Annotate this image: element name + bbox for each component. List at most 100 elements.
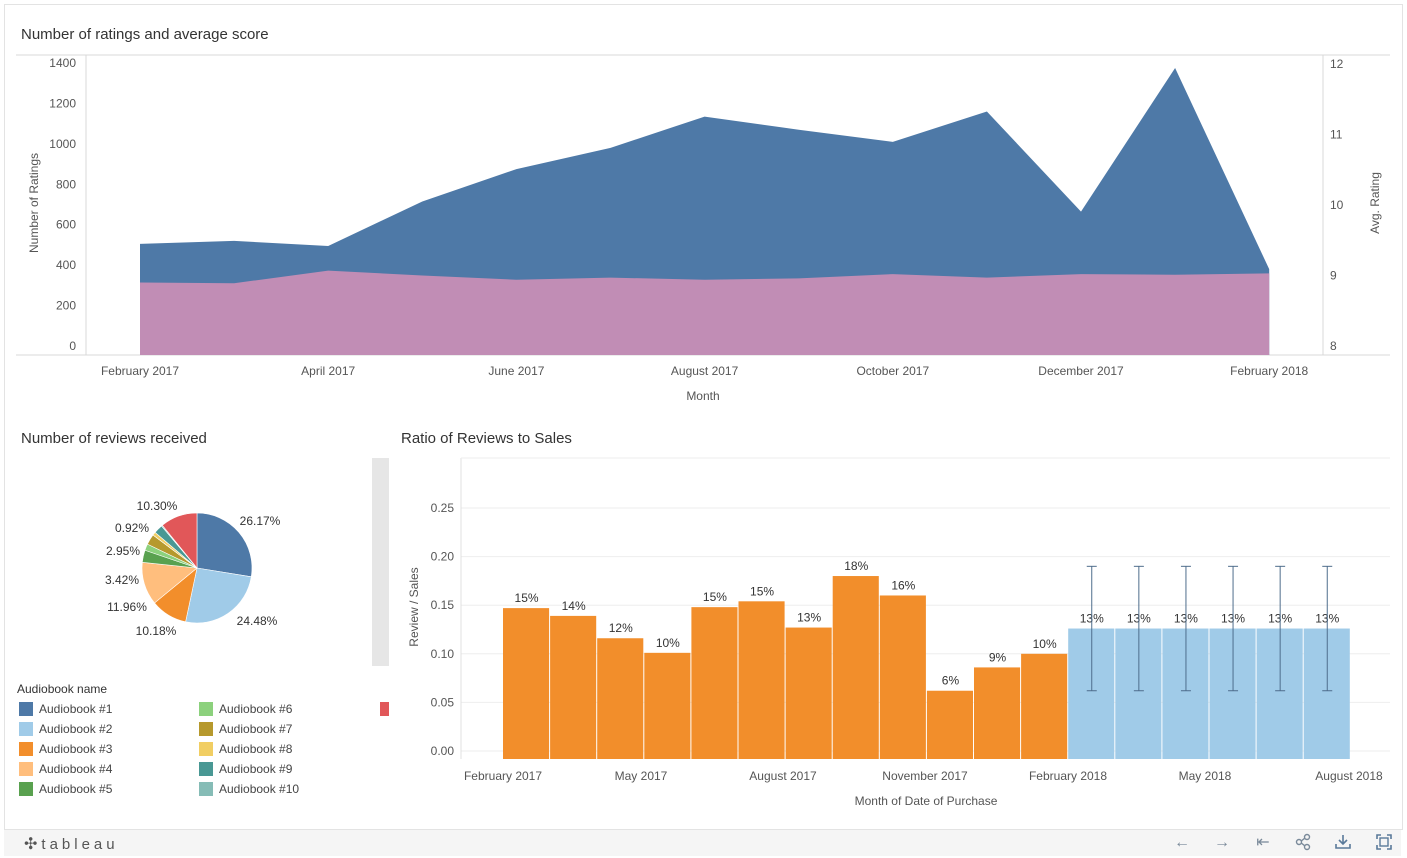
legend-swatch	[19, 782, 33, 796]
pie-slice-label: 0.92%	[115, 521, 149, 535]
pie-slice-label: 3.42%	[105, 573, 139, 587]
pie-slice-label: 10.18%	[136, 624, 177, 638]
y2-tick-label: 11	[1330, 128, 1343, 142]
share-icon[interactable]	[1293, 833, 1313, 853]
actual-bar	[1021, 653, 1068, 759]
bar-label: 14%	[562, 599, 586, 613]
x-axis-title: Month of Date of Purchase	[855, 794, 998, 808]
actual-bar	[879, 595, 926, 759]
actual-bar	[503, 608, 550, 759]
legend-item[interactable]: Audiobook #7	[199, 721, 292, 737]
x-tick-label: August 2018	[1315, 769, 1383, 783]
legend-item[interactable]: Audiobook #4	[19, 761, 112, 777]
ratio-chart-title: Ratio of Reviews to Sales	[401, 430, 572, 447]
x-tick-label: February 2017	[464, 769, 542, 783]
legend-label: Audiobook #3	[39, 742, 113, 756]
actual-bar	[785, 627, 832, 759]
footer-toolbar: ✣ tableau ← → ⇤	[4, 829, 1401, 856]
legend-swatch	[199, 742, 213, 756]
pie-slice	[196, 512, 253, 578]
legend-title: Audiobook name	[17, 682, 108, 696]
forecast-bar	[1256, 628, 1303, 759]
legend-label: Audiobook #10	[219, 782, 300, 796]
legend-item[interactable]: Audiobook #9	[199, 761, 292, 777]
legend-item[interactable]: Audiobook #8	[199, 741, 292, 757]
y2-tick-label: 12	[1330, 57, 1344, 71]
legend-item[interactable]: Audiobook #5	[19, 781, 112, 797]
pie-chart-title: Number of reviews received	[21, 430, 207, 447]
x-tick-label: February 2017	[101, 364, 179, 378]
x-tick-label: May 2017	[615, 769, 668, 783]
legend-label: Audiobook #5	[39, 782, 113, 796]
legend-label: Audiobook #7	[219, 722, 293, 736]
bar-label: 16%	[891, 578, 915, 592]
y2-tick-label: 9	[1330, 269, 1337, 283]
legend-scrollbar[interactable]	[372, 458, 389, 666]
legend-swatch	[199, 722, 213, 736]
legend-label: Audiobook #1	[39, 702, 113, 716]
pie-slice-label: 2.95%	[106, 544, 140, 558]
actual-bar	[926, 690, 973, 759]
x-tick-label: August 2017	[749, 769, 817, 783]
pie-slice	[185, 567, 252, 624]
bar-label: 9%	[989, 650, 1007, 664]
forecast-bar	[1162, 628, 1209, 759]
y-tick-label: 400	[56, 258, 76, 272]
legend-item[interactable]: Audiobook #3	[19, 741, 112, 757]
legend-item[interactable]: Audiobook #10	[199, 781, 299, 797]
legend-label: Audiobook #9	[219, 762, 293, 776]
pie-slice-label: 10.30%	[137, 499, 178, 513]
bar-label: 10%	[1033, 637, 1057, 651]
redo-icon[interactable]: →	[1214, 834, 1230, 851]
bar-label: 13%	[797, 611, 821, 625]
x-tick-label: April 2017	[301, 364, 355, 378]
legend-item[interactable]: Audiobook #6	[199, 701, 292, 717]
y2-tick-label: 10	[1330, 198, 1344, 212]
legend-swatch	[199, 702, 213, 716]
x-tick-label: June 2017	[488, 364, 544, 378]
legend-scroll-marker[interactable]	[380, 702, 389, 716]
legend-swatch	[19, 742, 33, 756]
ratings-area-chart[interactable]: 0 200 400 600 800 1000 1200 1400 8 9 10 11 12 Februar…	[0, 0, 1407, 420]
legend-swatch	[19, 762, 33, 776]
bar-label: 10%	[656, 636, 680, 650]
reviews-pie-chart[interactable]: 26.17% 24.48% 10.18% 11.96% 3.42% 2.95% 0.92% 1…	[0, 460, 370, 680]
actual-bar	[974, 667, 1021, 759]
y-tick-label: 1000	[49, 137, 76, 151]
actual-bar	[644, 652, 691, 759]
tableau-logo-text: tableau	[41, 835, 119, 853]
legend-label: Audiobook #8	[219, 742, 293, 756]
tableau-logo-icon: ✣	[24, 836, 38, 853]
revert-icon[interactable]: ⇤	[1256, 834, 1270, 851]
bar-label: 12%	[609, 621, 633, 635]
undo-icon[interactable]: ←	[1174, 834, 1190, 851]
legend-label: Audiobook #2	[39, 722, 113, 736]
y-tick-label: 0.15	[431, 598, 455, 612]
pie-slice-label: 24.48%	[237, 614, 278, 628]
x-tick-label: October 2017	[856, 364, 929, 378]
y-tick-label: 1200	[49, 96, 76, 110]
legend-item[interactable]: Audiobook #2	[19, 721, 112, 737]
actual-bar	[832, 576, 879, 759]
legend-item[interactable]: Audiobook #1	[19, 701, 112, 717]
x-tick-label: May 2018	[1179, 769, 1232, 783]
actual-bar	[550, 615, 597, 759]
y-tick-label: 200	[56, 299, 76, 313]
download-icon[interactable]	[1333, 833, 1353, 853]
avg-rating-area	[140, 270, 1270, 355]
y-tick-label: 0.00	[431, 744, 455, 758]
bar-label: 6%	[942, 674, 960, 688]
y-axis-title: Number of Ratings	[27, 153, 41, 253]
y-tick-label: 800	[56, 177, 76, 191]
ratio-bar-chart[interactable]: 0.00 0.05 0.10 0.15 0.20 0.25 15% 14% 12% 10% 15% 1…	[395, 455, 1400, 815]
x-tick-label: December 2017	[1038, 364, 1124, 378]
y-tick-label: 0	[69, 339, 76, 353]
actual-bar	[597, 638, 644, 759]
y-tick-label: 600	[56, 218, 76, 232]
tableau-logo[interactable]: ✣ tableau	[24, 834, 119, 854]
x-tick-label: August 2017	[671, 364, 739, 378]
x-tick-label: February 2018	[1029, 769, 1107, 783]
bar-label: 15%	[515, 591, 539, 605]
fullscreen-icon[interactable]	[1374, 833, 1394, 853]
legend-swatch	[19, 702, 33, 716]
